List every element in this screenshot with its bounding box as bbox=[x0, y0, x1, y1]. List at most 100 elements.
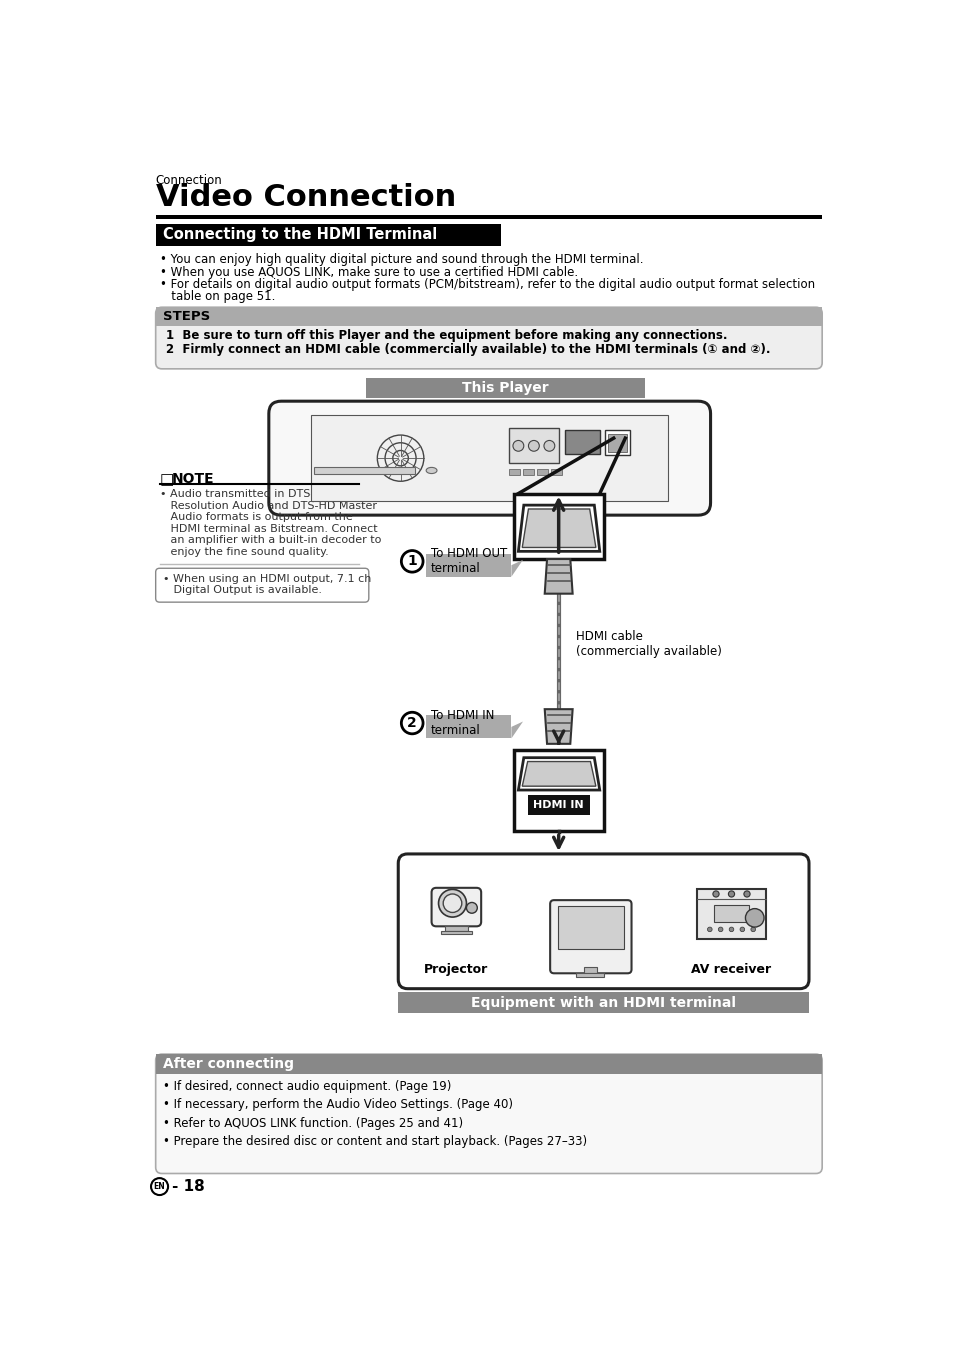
Text: Connection: Connection bbox=[155, 175, 222, 187]
Bar bbox=[426, 554, 511, 577]
Text: table on page 51.: table on page 51. bbox=[159, 290, 274, 303]
Circle shape bbox=[528, 440, 538, 451]
Polygon shape bbox=[517, 505, 599, 551]
Bar bbox=[564, 431, 599, 454]
Text: • Prepare the desired disc or content and start playback. (Pages 27–33): • Prepare the desired disc or content an… bbox=[163, 1135, 587, 1148]
Circle shape bbox=[543, 440, 555, 451]
Bar bbox=[604, 431, 629, 455]
Bar bbox=[608, 433, 626, 452]
FancyBboxPatch shape bbox=[155, 569, 369, 603]
Text: After connecting: After connecting bbox=[163, 1057, 294, 1071]
Text: Projector: Projector bbox=[424, 963, 488, 976]
Circle shape bbox=[438, 890, 466, 917]
Polygon shape bbox=[544, 559, 572, 593]
Circle shape bbox=[750, 927, 755, 932]
Polygon shape bbox=[544, 709, 572, 743]
Bar bbox=[426, 715, 511, 738]
Polygon shape bbox=[511, 559, 522, 577]
Ellipse shape bbox=[426, 467, 436, 474]
Circle shape bbox=[728, 927, 733, 932]
Bar bbox=[697, 890, 765, 940]
Bar bbox=[314, 467, 415, 474]
Polygon shape bbox=[517, 758, 599, 789]
Text: HDMI IN: HDMI IN bbox=[533, 800, 583, 810]
Circle shape bbox=[151, 1178, 168, 1196]
FancyBboxPatch shape bbox=[269, 401, 710, 515]
Text: EN: EN bbox=[153, 1182, 165, 1192]
FancyBboxPatch shape bbox=[550, 900, 631, 974]
Text: Audio formats is output from the: Audio formats is output from the bbox=[159, 512, 352, 523]
Text: 2: 2 bbox=[407, 716, 416, 730]
Text: • If desired, connect audio equipment. (Page 19): • If desired, connect audio equipment. (… bbox=[163, 1079, 452, 1093]
FancyBboxPatch shape bbox=[431, 888, 480, 926]
Text: • You can enjoy high quality digital picture and sound through the HDMI terminal: • You can enjoy high quality digital pic… bbox=[159, 253, 642, 267]
Bar bbox=[514, 494, 603, 559]
Bar bbox=[397, 991, 808, 1013]
Text: 1: 1 bbox=[407, 554, 416, 569]
FancyBboxPatch shape bbox=[397, 854, 808, 988]
Bar bbox=[155, 307, 821, 326]
Text: TV: TV bbox=[580, 963, 598, 976]
Bar bbox=[155, 1055, 821, 1074]
Text: enjoy the fine sound quality.: enjoy the fine sound quality. bbox=[159, 547, 328, 556]
Circle shape bbox=[443, 894, 461, 913]
Text: To HDMI IN
terminal: To HDMI IN terminal bbox=[431, 709, 494, 737]
Text: • When you use AQUOS LINK, make sure to use a certified HDMI cable.: • When you use AQUOS LINK, make sure to … bbox=[159, 265, 578, 279]
Bar bbox=[311, 416, 667, 501]
Text: an amplifier with a built-in decoder to: an amplifier with a built-in decoder to bbox=[159, 535, 380, 546]
Bar bbox=[583, 967, 596, 974]
Text: Connecting to the HDMI Terminal: Connecting to the HDMI Terminal bbox=[162, 227, 436, 242]
Text: This Player: This Player bbox=[461, 380, 548, 395]
Bar bbox=[365, 378, 644, 398]
Text: • Audio transmitted in DTS-HD High: • Audio transmitted in DTS-HD High bbox=[159, 489, 359, 500]
Text: 2  Firmly connect an HDMI cable (commercially available) to the HDMI terminals (: 2 Firmly connect an HDMI cable (commerci… bbox=[166, 343, 769, 356]
Bar bbox=[714, 904, 748, 922]
Text: - 18: - 18 bbox=[172, 1179, 205, 1194]
Bar bbox=[537, 468, 547, 475]
Bar bbox=[576, 974, 604, 978]
Circle shape bbox=[744, 909, 763, 927]
Circle shape bbox=[728, 891, 734, 898]
Text: Video Connection: Video Connection bbox=[155, 183, 456, 213]
Polygon shape bbox=[511, 722, 522, 738]
Polygon shape bbox=[521, 509, 596, 547]
Circle shape bbox=[401, 712, 422, 734]
Bar bbox=[155, 215, 821, 219]
Text: • For details on digital audio output formats (PCM/bitstream), refer to the digi: • For details on digital audio output fo… bbox=[159, 278, 814, 291]
Text: Resolution Audio and DTS-HD Master: Resolution Audio and DTS-HD Master bbox=[159, 501, 376, 510]
Bar bbox=[155, 223, 500, 245]
Bar bbox=[514, 750, 603, 831]
Bar bbox=[509, 428, 558, 463]
Bar bbox=[558, 906, 623, 949]
Bar bbox=[509, 468, 519, 475]
Circle shape bbox=[718, 927, 722, 932]
Circle shape bbox=[712, 891, 719, 898]
Text: □: □ bbox=[159, 473, 173, 487]
Bar bbox=[440, 932, 472, 934]
Text: • Refer to AQUOS LINK function. (Pages 25 and 41): • Refer to AQUOS LINK function. (Pages 2… bbox=[163, 1117, 463, 1129]
Text: • When using an HDMI output, 7.1 ch: • When using an HDMI output, 7.1 ch bbox=[163, 574, 372, 584]
Bar bbox=[528, 795, 589, 815]
Text: To HDMI OUT
terminal: To HDMI OUT terminal bbox=[431, 547, 506, 575]
Circle shape bbox=[401, 551, 422, 573]
Text: Equipment with an HDMI terminal: Equipment with an HDMI terminal bbox=[471, 995, 736, 1010]
Circle shape bbox=[707, 927, 711, 932]
FancyBboxPatch shape bbox=[155, 307, 821, 368]
Circle shape bbox=[466, 903, 476, 913]
Text: HDMI terminal as Bitstream. Connect: HDMI terminal as Bitstream. Connect bbox=[159, 524, 376, 533]
Text: 1  Be sure to turn off this Player and the equipment before making any connectio: 1 Be sure to turn off this Player and th… bbox=[166, 329, 726, 341]
Bar bbox=[444, 926, 468, 932]
Polygon shape bbox=[521, 761, 596, 787]
Text: NOTE: NOTE bbox=[172, 473, 214, 486]
Circle shape bbox=[740, 927, 744, 932]
Circle shape bbox=[513, 440, 523, 451]
Bar bbox=[522, 468, 534, 475]
Text: AV receiver: AV receiver bbox=[691, 963, 771, 976]
Bar bbox=[550, 468, 561, 475]
Circle shape bbox=[743, 891, 749, 898]
Text: Digital Output is available.: Digital Output is available. bbox=[163, 585, 322, 596]
FancyBboxPatch shape bbox=[155, 1055, 821, 1174]
Text: • If necessary, perform the Audio Video Settings. (Page 40): • If necessary, perform the Audio Video … bbox=[163, 1098, 513, 1112]
Text: HDMI cable
(commercially available): HDMI cable (commercially available) bbox=[575, 630, 720, 658]
Text: STEPS: STEPS bbox=[163, 310, 211, 324]
